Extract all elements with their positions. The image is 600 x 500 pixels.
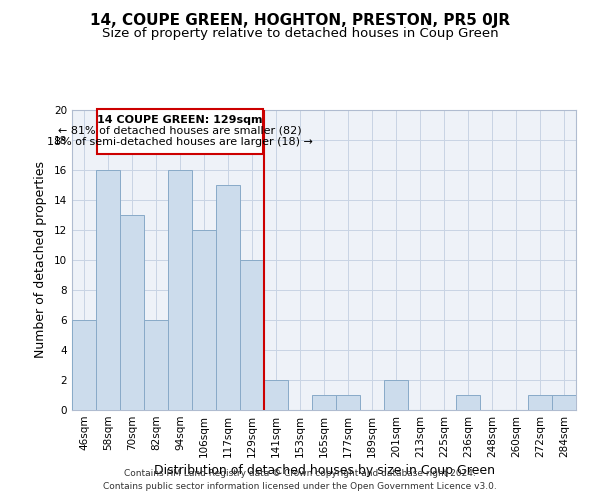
Bar bbox=[120, 215, 144, 410]
X-axis label: Distribution of detached houses by size in Coup Green: Distribution of detached houses by size … bbox=[154, 464, 494, 477]
Bar bbox=[528, 395, 552, 410]
Bar bbox=[96, 170, 120, 410]
Bar bbox=[336, 395, 360, 410]
Text: Size of property relative to detached houses in Coup Green: Size of property relative to detached ho… bbox=[101, 28, 499, 40]
Bar bbox=[312, 395, 336, 410]
Bar bbox=[384, 380, 408, 410]
Y-axis label: Number of detached properties: Number of detached properties bbox=[34, 162, 47, 358]
Bar bbox=[144, 320, 168, 410]
Bar bbox=[456, 395, 480, 410]
Bar bbox=[240, 260, 264, 410]
FancyBboxPatch shape bbox=[97, 110, 263, 154]
Bar bbox=[168, 170, 192, 410]
Text: Contains public sector information licensed under the Open Government Licence v3: Contains public sector information licen… bbox=[103, 482, 497, 491]
Bar bbox=[72, 320, 96, 410]
Bar bbox=[216, 185, 240, 410]
Text: 14, COUPE GREEN, HOGHTON, PRESTON, PR5 0JR: 14, COUPE GREEN, HOGHTON, PRESTON, PR5 0… bbox=[90, 12, 510, 28]
Text: 18% of semi-detached houses are larger (18) →: 18% of semi-detached houses are larger (… bbox=[47, 137, 313, 147]
Bar bbox=[192, 230, 216, 410]
Bar bbox=[552, 395, 576, 410]
Bar bbox=[264, 380, 288, 410]
Text: ← 81% of detached houses are smaller (82): ← 81% of detached houses are smaller (82… bbox=[58, 126, 302, 136]
Text: Contains HM Land Registry data © Crown copyright and database right 2024.: Contains HM Land Registry data © Crown c… bbox=[124, 468, 476, 477]
Text: 14 COUPE GREEN: 129sqm: 14 COUPE GREEN: 129sqm bbox=[97, 115, 263, 125]
